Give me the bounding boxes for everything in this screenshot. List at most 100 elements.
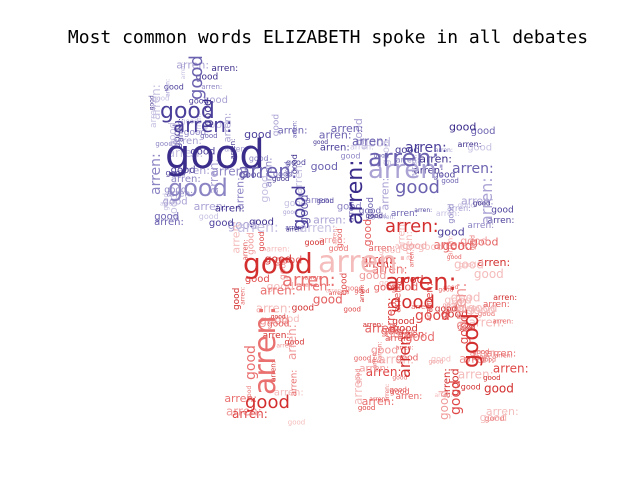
cloud-word: arren: xyxy=(366,365,402,379)
cloud-word: good xyxy=(415,308,450,324)
cloud-word: arren: xyxy=(477,177,496,225)
cloud-word: good xyxy=(484,381,514,395)
cloud-word: good xyxy=(444,305,466,315)
cloud-word: arren: xyxy=(493,317,514,325)
cloud-word: good xyxy=(438,286,453,293)
cloud-word: arren: xyxy=(331,227,338,245)
cloud-word: good xyxy=(341,152,361,161)
cloud-word: good xyxy=(454,257,484,271)
cloud-word: arren: xyxy=(405,140,447,156)
cloud-word: good xyxy=(480,411,507,424)
cloud-word: good xyxy=(284,337,304,346)
cloud-word: good xyxy=(313,139,328,146)
cloud-word: good xyxy=(244,128,271,141)
cloud-word: arren: xyxy=(224,392,257,405)
cloud-word: arren: xyxy=(384,297,398,333)
cloud-word: arren: xyxy=(359,364,389,375)
cloud-word: arren: xyxy=(453,304,480,314)
cloud-word: good xyxy=(461,383,481,392)
cloud-word: arren: xyxy=(396,344,414,351)
cloud-word: arren: xyxy=(379,178,392,211)
cloud-word: good xyxy=(346,284,363,292)
cloud-word: good xyxy=(259,313,289,327)
cloud-word: good xyxy=(247,232,257,254)
cloud-word: arren: xyxy=(212,164,248,178)
cloud-word: arren: xyxy=(361,253,397,267)
cloud-word: good xyxy=(402,241,427,252)
cloud-word: arren: xyxy=(172,136,202,147)
cloud-word: arren: xyxy=(447,236,455,257)
cloud-word: arren: xyxy=(352,135,388,149)
cloud-word: arren: xyxy=(372,263,408,277)
cloud-word: good xyxy=(165,132,265,178)
cloud-word: arren: xyxy=(451,282,470,330)
cloud-word: arren: xyxy=(397,221,408,251)
cloud-word: arren: xyxy=(164,79,171,97)
cloud-word: arren: xyxy=(410,154,419,178)
cloud-word: arren: xyxy=(395,392,422,402)
cloud-word: good xyxy=(448,380,464,415)
cloud-word: arren: xyxy=(319,129,352,142)
cloud-word: good xyxy=(190,146,215,157)
cloud-word: good xyxy=(458,324,475,332)
cloud-word: good xyxy=(449,120,476,133)
cloud-word: good xyxy=(374,153,389,160)
cloud-word: arren: xyxy=(256,301,292,315)
cloud-word: arren: xyxy=(195,113,203,134)
chart-title: Most common words ELIZABETH spoke in all… xyxy=(67,27,589,48)
cloud-word: good xyxy=(381,141,392,166)
cloud-word: good xyxy=(361,219,374,246)
cloud-word: good xyxy=(449,368,462,395)
cloud-word: good xyxy=(443,302,458,309)
cloud-word: arren: xyxy=(207,158,221,194)
cloud-word: arren: xyxy=(447,204,471,213)
cloud-word: good xyxy=(245,274,270,285)
cloud-word: arren: xyxy=(483,300,510,310)
cloud-word: arren: xyxy=(160,200,178,207)
cloud-word: good xyxy=(289,185,310,230)
cloud-word: arren: xyxy=(368,244,395,254)
cloud-word: good xyxy=(466,303,496,317)
cloud-word: good xyxy=(460,234,487,247)
cloud-word: good xyxy=(339,273,349,295)
cloud-word: good xyxy=(355,369,362,384)
cloud-word: arren: xyxy=(154,217,184,228)
cloud-word: arren: xyxy=(237,220,279,236)
cloud-word: arren: xyxy=(305,196,332,206)
cloud-word: arren: xyxy=(295,279,331,293)
cloud-word: good xyxy=(246,386,253,401)
cloud-word: good xyxy=(459,261,476,269)
cloud-word: good xyxy=(278,258,288,280)
cloud-word: arren: xyxy=(404,231,415,261)
cloud-word: arren: xyxy=(229,139,237,160)
cloud-word: good xyxy=(442,239,472,253)
cloud-word: arren: xyxy=(264,157,275,187)
cloud-word: good xyxy=(189,96,209,105)
cloud-word: good xyxy=(352,118,365,145)
cloud-word: good xyxy=(258,175,271,202)
cloud-word: good xyxy=(202,118,229,131)
cloud-word: arren: xyxy=(180,61,187,79)
cloud-word: good xyxy=(344,305,361,313)
cloud-word: arren: xyxy=(493,362,529,376)
cloud-word: good xyxy=(267,280,294,293)
cloud-word: arren: xyxy=(300,221,336,235)
cloud-word: good xyxy=(152,95,169,103)
cloud-word: arren: xyxy=(395,330,414,378)
cloud-word: arren: xyxy=(291,120,298,138)
cloud-word: good xyxy=(379,278,399,287)
cloud-word: arren: xyxy=(292,161,305,194)
cloud-word: good xyxy=(171,165,196,176)
cloud-word: arren: xyxy=(463,355,487,364)
cloud-word: good xyxy=(228,218,258,232)
cloud-word: good xyxy=(392,375,407,382)
cloud-word: good xyxy=(290,154,299,174)
cloud-word: good xyxy=(418,242,443,253)
cloud-word: good xyxy=(472,348,489,356)
cloud-word: good xyxy=(371,213,386,220)
cloud-word: good xyxy=(243,247,313,280)
cloud-word: good xyxy=(467,142,492,153)
cloud-word: arren: xyxy=(459,352,495,366)
cloud-word: arren: xyxy=(384,384,391,402)
cloud-word: good xyxy=(163,196,188,207)
